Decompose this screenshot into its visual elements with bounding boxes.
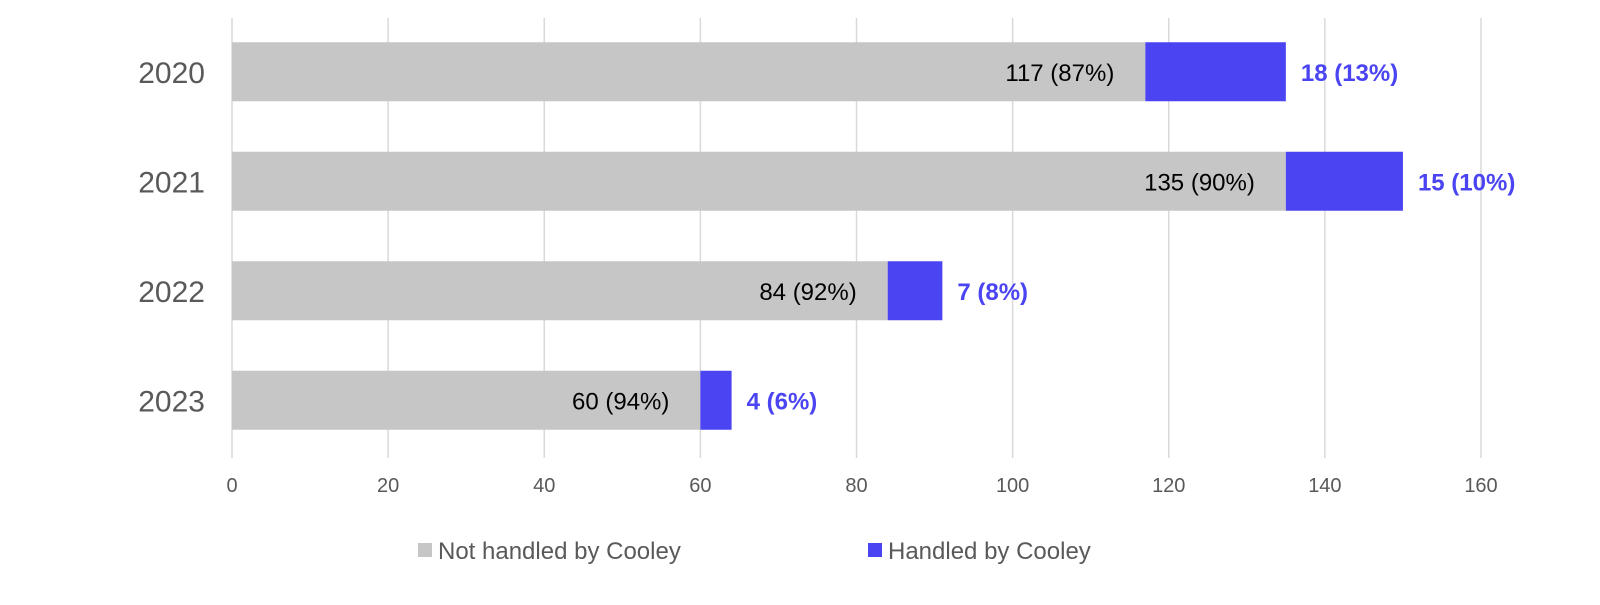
bar-handled-2020 [1145,42,1286,102]
category-label-2021: 2021 [138,166,205,199]
x-tick-label-160: 160 [1464,475,1497,497]
bar-handled-2023 [700,370,732,430]
data-label-handled-2022: 7 (8%) [957,279,1028,306]
x-tick-label-60: 60 [689,475,711,497]
x-tick-label-140: 140 [1308,475,1341,497]
legend-label-handled: Handled by Cooley [888,538,1091,565]
x-tick-label-40: 40 [533,475,555,497]
bar-handled-2022 [887,261,943,321]
data-label-not-handled-2022: 84 (92%) [759,279,856,306]
data-label-not-handled-2023: 60 (94%) [572,388,669,415]
data-label-handled-2021: 15 (10%) [1418,169,1515,196]
x-tick-label-80: 80 [845,475,867,497]
legend-swatch-not-handled [418,543,432,557]
bar-not-handled-2021 [232,151,1286,211]
legend: Not handled by Cooley Handled by Cooley [418,538,1091,565]
bar-not-handled-2022 [232,261,888,321]
data-label-not-handled-2021: 135 (90%) [1144,169,1255,196]
x-tick-labels: 0 20 40 60 80 100 120 140 160 [226,475,1497,497]
bar-not-handled-2023 [232,370,701,430]
bars [232,42,1403,430]
x-tick-label-0: 0 [226,475,237,497]
bar-not-handled-2020 [232,42,1146,102]
x-tick-label-100: 100 [996,475,1029,497]
data-label-handled-2020: 18 (13%) [1301,60,1398,87]
data-labels: 117 (87%) 18 (13%) 135 (90%) 15 (10%) 84 (92… [572,60,1515,416]
data-label-handled-2023: 4 (6%) [747,388,818,415]
category-label-2023: 2023 [138,385,205,418]
category-labels: 2020 2021 2022 2023 [138,57,205,419]
bar-handled-2021 [1285,151,1403,211]
x-tick-label-120: 120 [1152,475,1185,497]
legend-swatch-handled [868,543,882,557]
category-label-2020: 2020 [138,57,205,90]
data-label-not-handled-2020: 117 (87%) [1005,60,1114,87]
category-label-2022: 2022 [138,276,205,309]
legend-label-not-handled: Not handled by Cooley [438,538,681,565]
x-tick-label-20: 20 [377,475,399,497]
